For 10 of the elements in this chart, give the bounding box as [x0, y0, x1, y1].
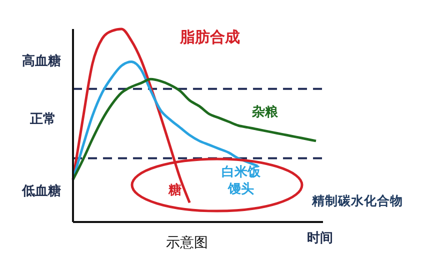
text: 低血糖 — [22, 182, 61, 200]
text: 示意图 — [166, 234, 208, 252]
x-axis-title: 时间 — [307, 230, 333, 247]
series-label: 白米饭馒头 — [220, 164, 262, 198]
annotation: 精制碳水化合物 — [312, 193, 403, 210]
text: 正常 — [30, 111, 56, 128]
series-label: 糖 — [167, 182, 182, 199]
series-label: 杂粮 — [251, 104, 279, 121]
text: 高血糖 — [22, 52, 61, 70]
annotation: 脂肪合成 — [180, 28, 240, 47]
